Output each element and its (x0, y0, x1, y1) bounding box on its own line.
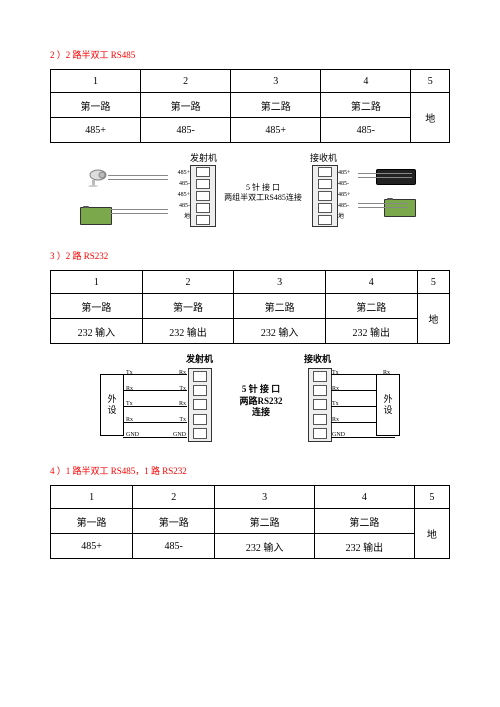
receiver-module (308, 368, 332, 442)
table-cell: 第一路 (142, 294, 234, 319)
table-header: 4 (325, 271, 417, 294)
section-title-4: 4 ）1 路半双工 RS485，1 路 RS232 (50, 464, 450, 477)
table-cell: 第一路 (51, 93, 141, 118)
table-header: 4 (321, 70, 411, 93)
signal-labels: Rx Tx Rx Tx GND (172, 370, 186, 438)
table-header: 4 (315, 486, 415, 509)
section-title-3: 3 ）2 路 RS232 (50, 249, 450, 262)
table-cell: 485+ (51, 534, 133, 559)
table-cell: 地 (417, 294, 449, 344)
table-cell: 485+ (231, 118, 321, 143)
diagram-caption: 5 针 接 口 两路RS232 连接 (216, 384, 306, 419)
table-cell: 232 输出 (142, 319, 234, 344)
section-title-2: 2 ）2 路半双工 RS485 (50, 48, 450, 61)
table-cell: 第一路 (51, 509, 133, 534)
table-header: 2 (142, 271, 234, 294)
tx-label: 发射机 (186, 352, 213, 365)
device-icon (80, 207, 112, 225)
device-icon (384, 199, 416, 217)
table-header: 1 (51, 486, 133, 509)
diagram-rs485: 发射机 接收机 485+ 485- 485+ 485- 地 5 针 接 口 两组… (50, 151, 450, 237)
table-header: 5 (417, 271, 449, 294)
diagram-rs232: 发射机 接收机 外设 Tx Rx Tx Rx GND Rx Tx Rx Tx G… (50, 352, 450, 452)
pin-labels-tx: 485+ 485- 485+ 485- 地 (170, 167, 190, 223)
table-cell: 232 输入 (215, 534, 315, 559)
table-cell: 第二路 (215, 509, 315, 534)
table-cell: 第二路 (321, 93, 411, 118)
table-cell: 第一路 (133, 509, 215, 534)
table-cell: 地 (414, 509, 449, 559)
table-cell: 485+ (51, 118, 141, 143)
table-cell: 地 (411, 93, 450, 143)
table-cell: 232 输出 (315, 534, 415, 559)
diagram-caption: 5 针 接 口 两组半双工RS485连接 (220, 183, 306, 204)
peripheral-right: 外设 (376, 374, 400, 436)
tx-label: 发射机 (190, 151, 217, 164)
table-header: 2 (141, 70, 231, 93)
table-cell: 第一路 (51, 294, 143, 319)
table-header: 1 (51, 70, 141, 93)
pinout-table-2: 1 2 3 4 5 第一路 第一路 第二路 第二路 地 485+ 485- 48… (50, 69, 450, 143)
table-cell: 第二路 (231, 93, 321, 118)
table-header: 3 (234, 271, 326, 294)
pinout-table-3: 1 2 3 4 5 第一路 第一路 第二路 第二路 地 232 输入 232 输… (50, 270, 450, 344)
table-header: 5 (414, 486, 449, 509)
table-header: 5 (411, 70, 450, 93)
table-header: 3 (215, 486, 315, 509)
pinout-table-4: 1 2 3 4 5 第一路 第一路 第二路 第二路 地 485+ 485- 23… (50, 485, 450, 559)
table-cell: 485- (141, 118, 231, 143)
table-cell: 第一路 (141, 93, 231, 118)
table-header: 3 (231, 70, 321, 93)
table-cell: 第二路 (234, 294, 326, 319)
transmitter-module (190, 165, 216, 227)
receiver-module (312, 165, 338, 227)
table-cell: 485- (133, 534, 215, 559)
peripheral-left: 外设 (100, 374, 124, 436)
pin-labels-rx: 485+ 485- 485+ 485- 地 (338, 167, 358, 223)
table-cell: 232 输入 (51, 319, 143, 344)
table-cell: 232 输入 (234, 319, 326, 344)
rx-label: 接收机 (310, 151, 337, 164)
table-cell: 第二路 (325, 294, 417, 319)
transmitter-module (188, 368, 212, 442)
table-header: 1 (51, 271, 143, 294)
table-cell: 232 输出 (325, 319, 417, 344)
table-cell: 485- (321, 118, 411, 143)
camera-icon (84, 169, 108, 187)
table-cell: 第二路 (315, 509, 415, 534)
rx-label: 接收机 (304, 352, 331, 365)
table-header: 2 (133, 486, 215, 509)
